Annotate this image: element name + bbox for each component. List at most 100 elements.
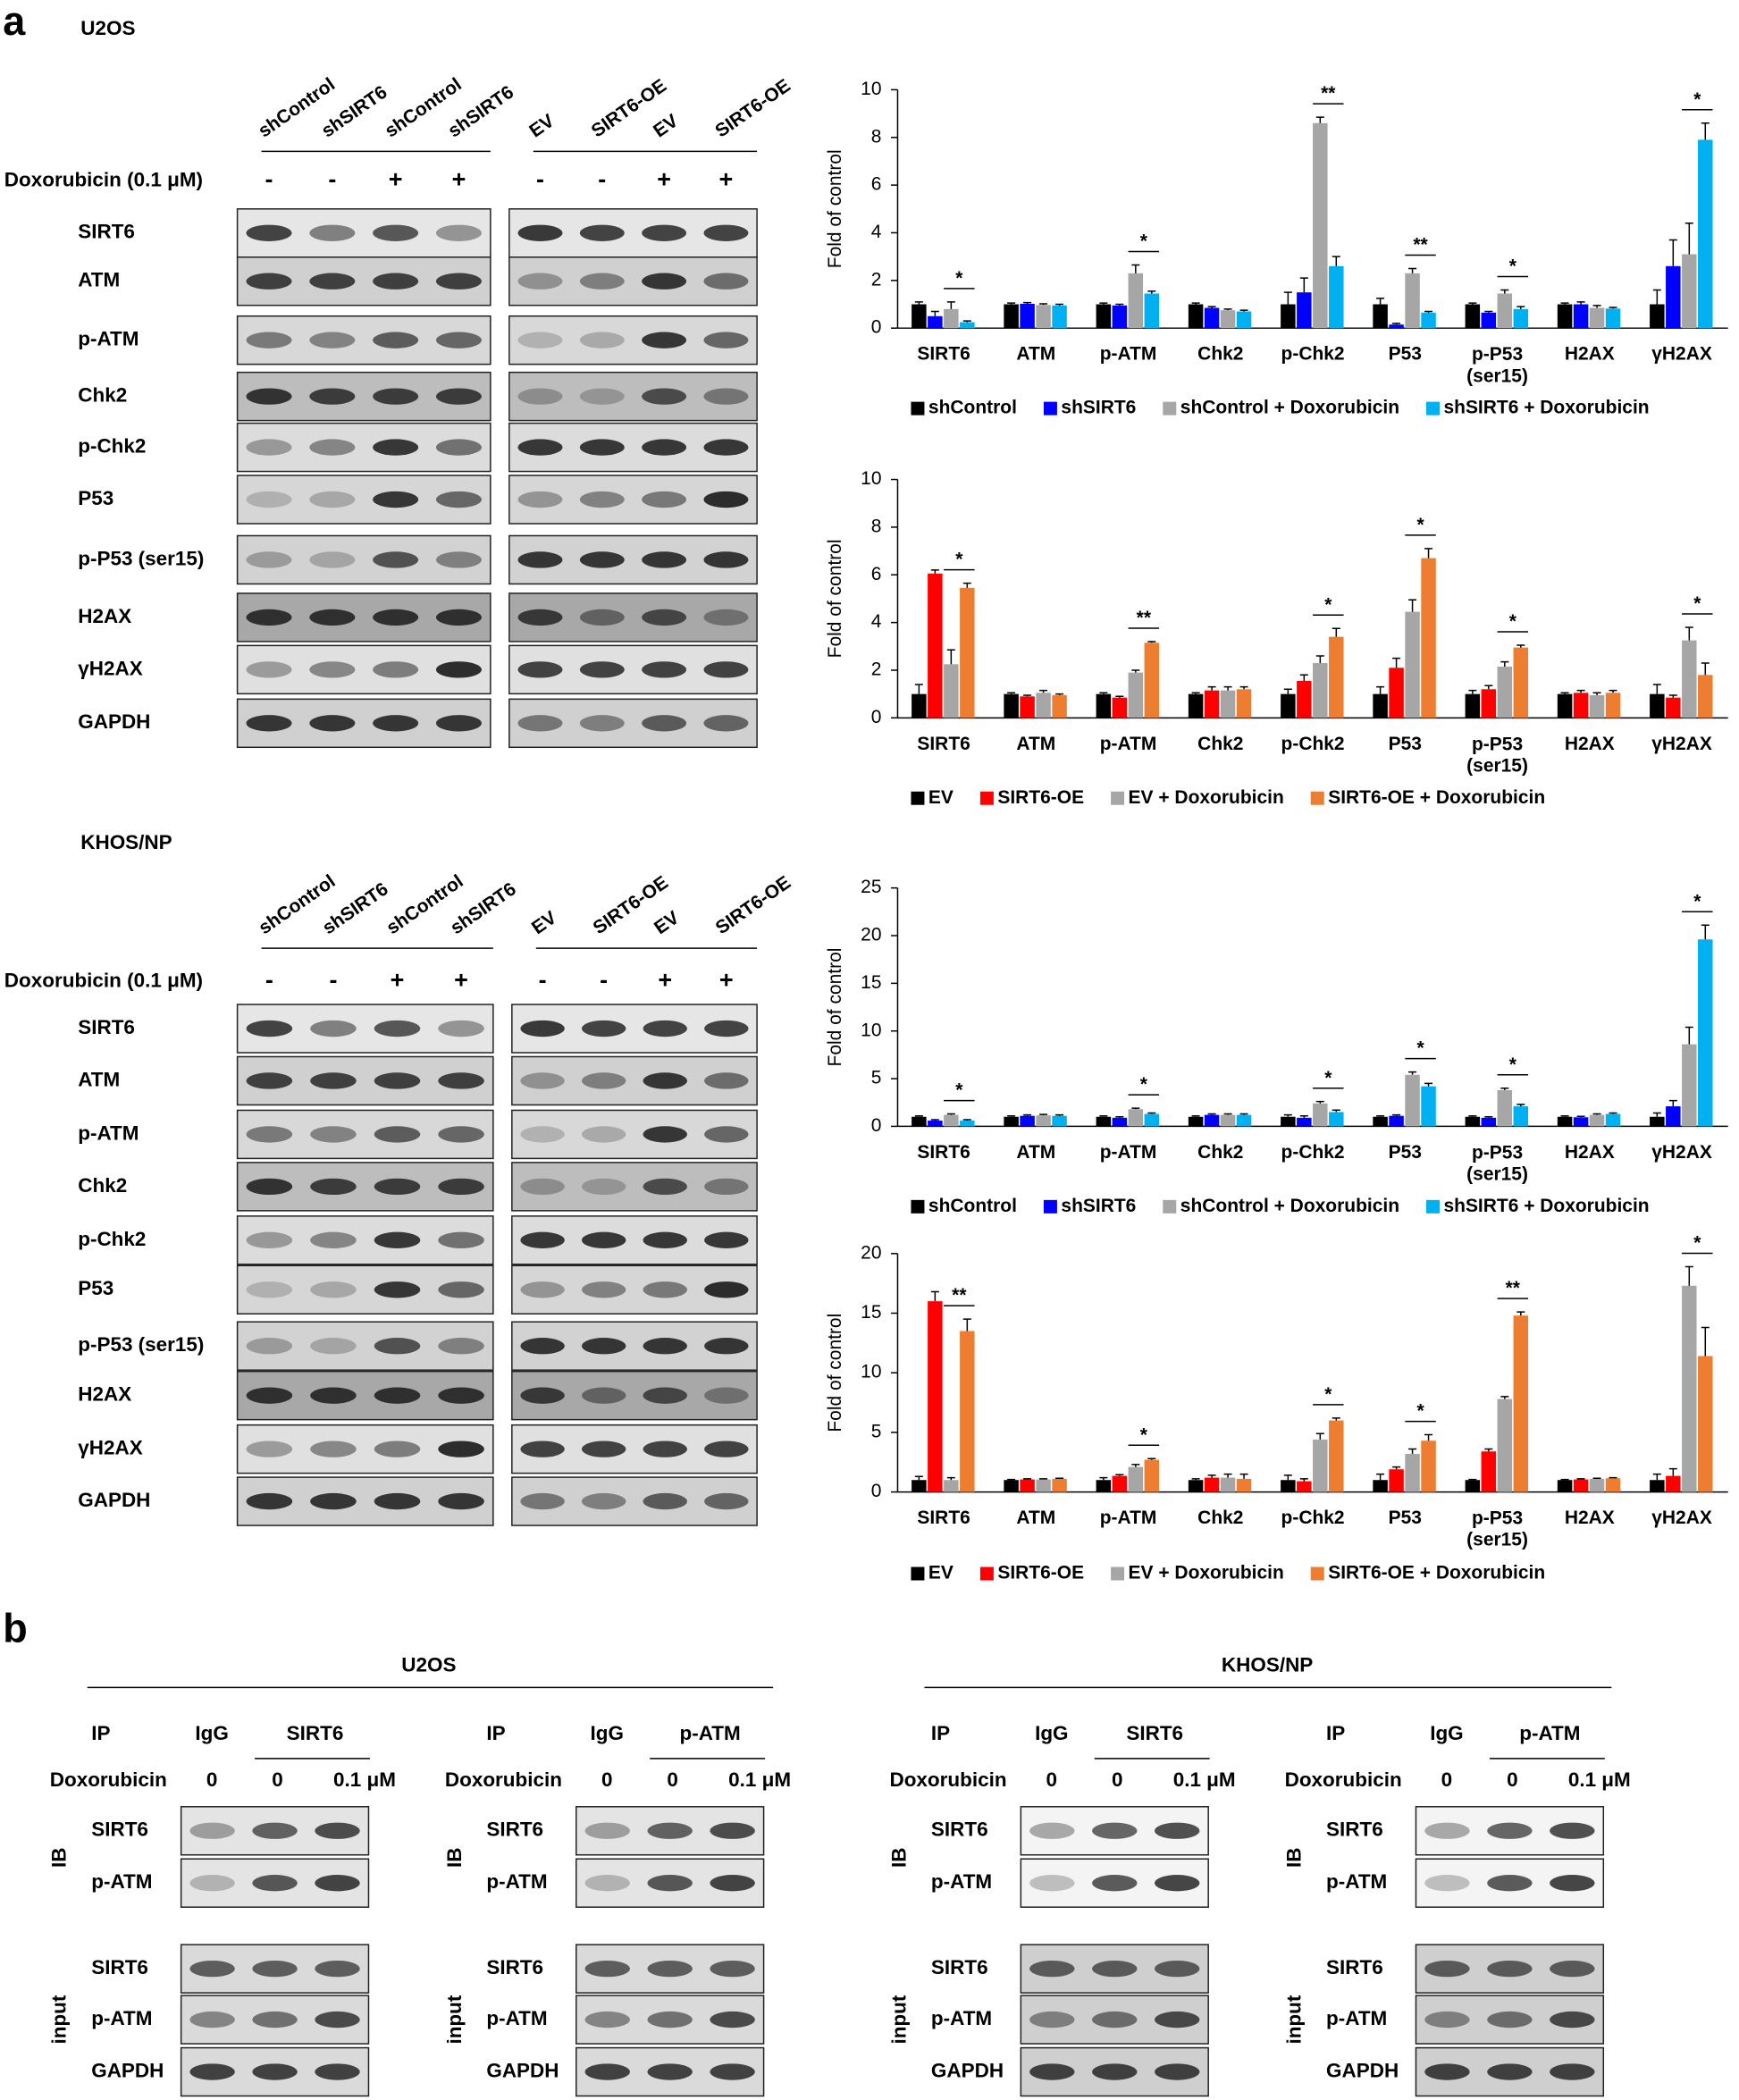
blot-band bbox=[1155, 1960, 1200, 1978]
significance-label: * bbox=[955, 550, 963, 570]
blot-frame bbox=[508, 698, 758, 749]
y-tick-label: 6 bbox=[871, 564, 882, 584]
significance-label: * bbox=[1140, 1074, 1148, 1095]
group-title: KHOS/NP bbox=[1222, 1653, 1313, 1676]
x-tick-label: H2AX bbox=[1565, 1142, 1615, 1163]
blot-band bbox=[373, 715, 419, 732]
blot-band bbox=[642, 224, 687, 241]
bar bbox=[1052, 694, 1067, 718]
error-bar bbox=[1516, 306, 1525, 309]
bar bbox=[1204, 1477, 1220, 1492]
legend-swatch bbox=[1111, 791, 1125, 805]
error-bar bbox=[1315, 1432, 1324, 1440]
input-label: input bbox=[48, 1995, 71, 2044]
blot-band bbox=[310, 1492, 357, 1510]
blot-band bbox=[246, 1126, 293, 1143]
blot-band bbox=[579, 273, 625, 290]
error-bar bbox=[1424, 1082, 1433, 1087]
blot-band bbox=[438, 1441, 484, 1457]
blot-band bbox=[703, 551, 749, 568]
blot-band bbox=[438, 1338, 484, 1355]
protein-label: SIRT6 bbox=[78, 1016, 135, 1038]
blot-band bbox=[246, 551, 292, 568]
blot-band bbox=[438, 1072, 484, 1089]
bar bbox=[960, 1121, 975, 1127]
x-tick-label: SIRT6 bbox=[917, 734, 970, 754]
blot-band bbox=[579, 715, 625, 732]
ip-lane: IgG bbox=[1430, 1722, 1463, 1744]
bar bbox=[1004, 304, 1019, 329]
error-bar bbox=[1283, 291, 1292, 305]
bar bbox=[1297, 1117, 1312, 1127]
x-tick-label: p-ATM bbox=[1100, 344, 1157, 365]
bar bbox=[928, 315, 943, 329]
bar bbox=[1112, 697, 1128, 718]
error-bar bbox=[914, 1475, 923, 1481]
bar bbox=[1605, 693, 1621, 718]
significance-label: * bbox=[1324, 1068, 1332, 1088]
error-bar bbox=[1239, 1113, 1248, 1115]
treatment-sign: - bbox=[265, 165, 273, 192]
significance-label: * bbox=[1324, 1384, 1332, 1405]
treatment-sign: + bbox=[391, 967, 405, 994]
blot-band bbox=[435, 715, 482, 732]
legend-label: EV bbox=[928, 787, 954, 808]
blot-band bbox=[246, 1492, 293, 1510]
error-bar bbox=[1223, 1113, 1232, 1115]
bar bbox=[1329, 1112, 1344, 1127]
blot-band bbox=[315, 1960, 360, 1978]
x-tick-label: p-Chk2 bbox=[1281, 734, 1345, 754]
bar bbox=[1513, 1315, 1529, 1492]
bar bbox=[1605, 1478, 1621, 1492]
blot-band bbox=[438, 1387, 484, 1404]
x-tick-label: γH2AX bbox=[1651, 1508, 1712, 1528]
legend-label: EV + Doxorubicin bbox=[1129, 1563, 1284, 1583]
treatment-label: Doxorubicin (0.1 μM) bbox=[4, 970, 203, 992]
blot-band bbox=[309, 332, 356, 349]
legend-swatch bbox=[911, 1199, 925, 1214]
error-bar bbox=[1207, 1113, 1216, 1115]
legend-swatch bbox=[1425, 401, 1440, 416]
error-bar bbox=[930, 1119, 939, 1121]
bar bbox=[1405, 1453, 1420, 1492]
protein-label: H2AX bbox=[78, 605, 131, 627]
y-tick-label: 8 bbox=[871, 126, 882, 147]
error-bar bbox=[1592, 692, 1601, 695]
bar bbox=[1373, 304, 1388, 329]
blot-band bbox=[246, 273, 292, 290]
error-bar bbox=[914, 301, 923, 305]
bar bbox=[1236, 689, 1252, 718]
bar bbox=[1313, 122, 1328, 329]
treatment-label: Doxorubicin bbox=[50, 1768, 167, 1791]
bar bbox=[1497, 1399, 1513, 1492]
error-bar bbox=[1147, 290, 1156, 294]
bar bbox=[1096, 304, 1112, 329]
bar bbox=[1557, 1116, 1573, 1127]
error-bar bbox=[1239, 309, 1248, 312]
error-bar bbox=[1207, 1474, 1216, 1478]
error-bar bbox=[1023, 301, 1032, 304]
blot-band bbox=[704, 1492, 749, 1510]
x-tick-label: ATM bbox=[1016, 344, 1055, 365]
blot-band bbox=[246, 439, 292, 456]
bar bbox=[1373, 1116, 1388, 1127]
blot-band bbox=[246, 1387, 293, 1404]
blot-band bbox=[1487, 2063, 1533, 2080]
bar bbox=[1188, 1116, 1204, 1127]
bar bbox=[1421, 1441, 1436, 1492]
legend-label: SIRT6-OE + Doxorubicin bbox=[1328, 1563, 1545, 1583]
error-bar bbox=[962, 1318, 971, 1331]
blot-band bbox=[579, 224, 625, 241]
significance-label: * bbox=[1509, 1054, 1517, 1075]
error-bar bbox=[1652, 684, 1661, 694]
blot-band bbox=[710, 2011, 755, 2029]
y-axis-title: Fold of control bbox=[825, 539, 845, 658]
ib-row-label: SIRT6 bbox=[1326, 1819, 1383, 1841]
bar bbox=[1297, 292, 1312, 329]
bar bbox=[928, 1121, 943, 1127]
bar bbox=[1650, 1480, 1665, 1492]
blot-band bbox=[1029, 1875, 1075, 1892]
protein-label: ATM bbox=[78, 269, 120, 291]
bar bbox=[1465, 1480, 1481, 1492]
